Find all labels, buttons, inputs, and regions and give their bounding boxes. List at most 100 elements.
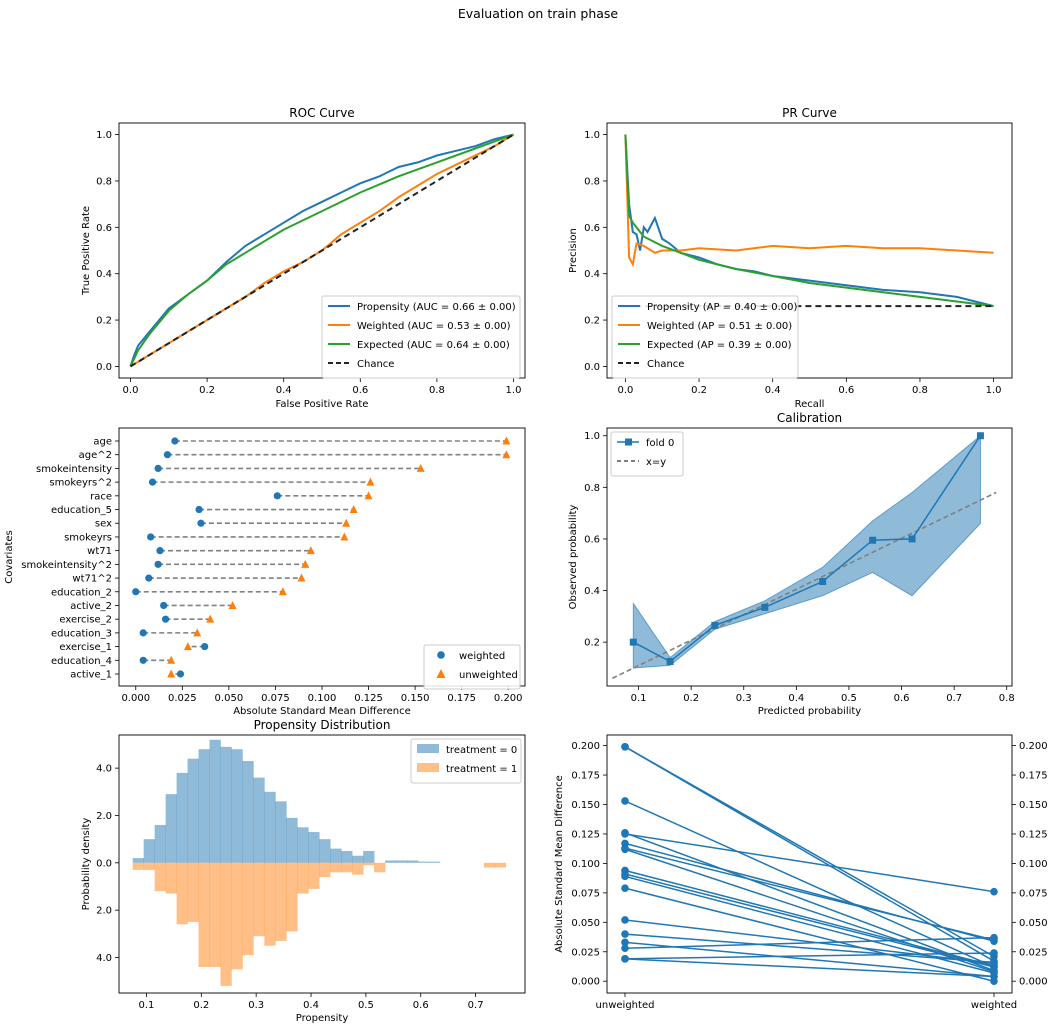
axes-frame (118, 122, 526, 379)
legend-box (321, 295, 521, 379)
treatment0-bar (341, 850, 353, 863)
y-tick-label-right: 0.100 (1019, 859, 1048, 870)
x-tick-label: 1.0 (986, 385, 1002, 396)
y-tick-label: 0.150 (571, 800, 600, 811)
weighted-point (145, 574, 153, 582)
x-tick-label: 0.8 (912, 385, 928, 396)
unweighted-point (621, 797, 629, 805)
y-tick-label: 0.000 (571, 977, 600, 988)
legend-label: Chance (647, 359, 684, 370)
treatment1-bar (132, 862, 144, 870)
x-tick-label: 0.3 (248, 1000, 264, 1011)
x-axis-label: Predicted probability (758, 706, 862, 717)
x-tick-label: 0.4 (765, 385, 781, 396)
covariate-label: wt71^2 (72, 574, 112, 585)
smd-slope-line (624, 952, 995, 960)
chart-title: ROC Curve (289, 106, 354, 120)
y-tick-label: 0.075 (571, 888, 600, 899)
unweighted-point (621, 872, 629, 881)
smd-slope-line (624, 847, 995, 941)
x-tick-label: 0.0 (617, 385, 633, 396)
treatment1-bar (143, 862, 155, 870)
legend-marker (437, 651, 445, 659)
covariate-label: education_2 (51, 587, 112, 598)
y-tick-label-right: 0.125 (1019, 829, 1048, 840)
figure-title: Evaluation on train phase (458, 6, 619, 21)
category-label: unweighted (596, 1000, 655, 1011)
y-tick-label: 0.4 (584, 269, 600, 280)
axes-frame (606, 122, 1013, 379)
covariate-label: sex (95, 519, 112, 530)
treatment0-bar (264, 791, 276, 863)
unweighted-point (340, 532, 349, 541)
treatment1-bar (253, 862, 265, 937)
legend-box (611, 295, 799, 379)
x-tick-label: 0.100 (308, 693, 337, 704)
roc-series-line (129, 133, 514, 367)
x-axis-label: Recall (795, 399, 825, 410)
x-axis-label: False Positive Rate (276, 399, 369, 410)
treatment1-bar (341, 862, 353, 873)
treatment0-bar (407, 860, 419, 863)
treatment1-bar (330, 862, 342, 873)
x-tick-label: 0.8 (429, 385, 445, 396)
weighted-point (197, 519, 205, 527)
x-tick-label: 0.7 (946, 693, 962, 704)
calibration-point (629, 638, 637, 646)
covariate-label: smokeyrs (64, 532, 112, 543)
unweighted-point (621, 955, 629, 963)
y-axis-label: Covariates (4, 530, 15, 583)
treatment1-bar (209, 862, 221, 967)
unweighted-point (366, 477, 375, 486)
x-tick-label: 0.2 (683, 693, 699, 704)
weighted-point (160, 601, 168, 610)
x-tick-label: 0.2 (193, 1000, 209, 1011)
weighted-point (273, 492, 281, 500)
x-tick-label: 0.4 (788, 693, 804, 704)
y-tick-label: 0.8 (584, 176, 600, 187)
y-tick-label-right: 0.175 (1019, 771, 1048, 782)
calibration-point (819, 578, 827, 586)
legend-label: treatment = 1 (446, 764, 517, 775)
x-tick-label: 0.075 (261, 693, 290, 704)
y-tick-label-right: 0.075 (1019, 888, 1048, 899)
treatment0-bar (143, 839, 155, 863)
unweighted-point (301, 559, 310, 568)
treatment0-bar (319, 839, 331, 863)
x-tick-label: 0.3 (736, 693, 752, 704)
pr-series-line (624, 134, 994, 308)
treatment1-bar (220, 862, 232, 986)
unweighted-point (342, 518, 351, 527)
smd-slope-line (624, 941, 995, 978)
unweighted-point (278, 587, 287, 596)
y-tick-label: 0.2 (584, 316, 600, 327)
calibration-point (761, 603, 769, 611)
weighted-point (147, 533, 155, 541)
y-tick-label: 0.8 (584, 483, 600, 494)
legend-label: x=y (646, 457, 666, 468)
y-axis-label: Probability density (81, 818, 92, 911)
treatment0-bar (209, 739, 221, 863)
unweighted-point (621, 944, 629, 953)
legend-label: treatment = 0 (446, 745, 517, 756)
smd-slope-chart: 0.000 0.025 0.050 0.075 0.100 0.125 0.150 0.175… (554, 734, 1048, 1011)
calibration-point (976, 432, 984, 440)
axes-frame (606, 427, 1013, 687)
treatment0-bar (363, 850, 375, 863)
y-tick-label: 0.8 (96, 176, 112, 187)
x-tick-label: 0.2 (691, 385, 707, 396)
x-tick-label: 0.6 (894, 693, 910, 704)
y-tick-label: 0.175 (571, 771, 600, 782)
treatment1-bar (187, 862, 199, 922)
covariate-label: exercise_2 (59, 615, 112, 626)
weighted-point (156, 547, 164, 555)
treatment0-bar (330, 848, 342, 863)
treatment0-bar (396, 860, 408, 863)
y-tick-label: 1.0 (584, 130, 600, 141)
treatment1-bar (165, 862, 177, 894)
treatment0-bar (187, 758, 199, 863)
treatment1-bar (494, 862, 507, 868)
legend-label: Expected (AUC = 0.64 ± 0.00) (357, 340, 510, 351)
x-tick-label: 0.5 (358, 1000, 374, 1011)
